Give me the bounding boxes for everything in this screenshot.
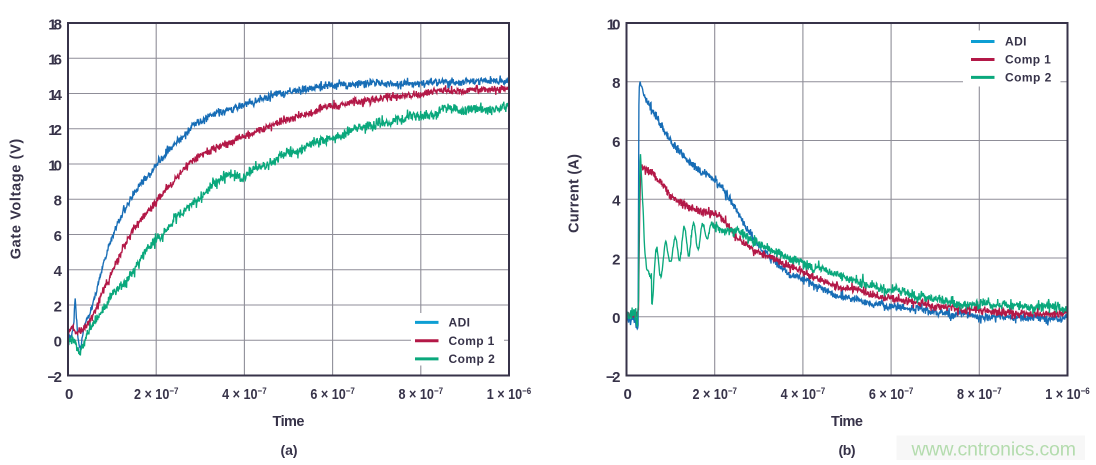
svg-text:8 × 10−7: 8 × 10−7	[399, 386, 443, 403]
svg-text:Gate Voltage (V): Gate Voltage (V)	[9, 139, 25, 260]
svg-text:2 × 10−7: 2 × 10−7	[692, 386, 737, 403]
svg-text:0: 0	[65, 386, 73, 403]
svg-text:1 × 10−6: 1 × 10−6	[1045, 386, 1090, 403]
svg-text:10: 10	[48, 157, 62, 174]
svg-text:(b): (b)	[839, 442, 856, 458]
svg-text:18: 18	[48, 16, 62, 33]
svg-text:4 × 10−7: 4 × 10−7	[781, 386, 826, 403]
svg-text:Comp 2: Comp 2	[1005, 71, 1052, 85]
svg-text:8: 8	[612, 75, 620, 92]
svg-text:0: 0	[624, 386, 632, 403]
svg-text:Time: Time	[273, 414, 305, 430]
svg-text:Time: Time	[831, 414, 863, 430]
svg-text:www.cntronics.com: www.cntronics.com	[911, 439, 1077, 461]
svg-text:Comp 2: Comp 2	[449, 352, 496, 366]
svg-text:4 × 10−7: 4 × 10−7	[222, 386, 267, 403]
svg-text:6: 6	[54, 228, 62, 245]
svg-text:−2: −2	[48, 369, 63, 386]
svg-text:0: 0	[54, 334, 62, 351]
svg-text:4: 4	[54, 263, 63, 280]
svg-text:Comp 1: Comp 1	[1005, 53, 1051, 67]
svg-text:8: 8	[54, 193, 62, 210]
svg-text:6 × 10−7: 6 × 10−7	[310, 386, 355, 403]
svg-text:−2: −2	[606, 369, 621, 386]
svg-text:ADI: ADI	[1005, 35, 1027, 49]
svg-text:1 × 10−6: 1 × 10−6	[487, 386, 532, 403]
svg-text:12: 12	[48, 122, 62, 139]
svg-text:2 × 10−7: 2 × 10−7	[134, 386, 179, 403]
svg-text:4: 4	[612, 193, 621, 210]
svg-text:0: 0	[612, 310, 620, 327]
svg-text:Current (A): Current (A)	[567, 154, 583, 233]
svg-text:16: 16	[48, 52, 62, 69]
svg-text:6 × 10−7: 6 × 10−7	[869, 386, 914, 403]
svg-text:8 × 10−7: 8 × 10−7	[957, 386, 1002, 403]
svg-text:2: 2	[54, 298, 62, 315]
svg-text:14: 14	[48, 87, 62, 104]
svg-text:(a): (a)	[281, 442, 298, 458]
svg-text:ADI: ADI	[449, 316, 471, 330]
svg-text:10: 10	[607, 16, 621, 33]
svg-text:Comp 1: Comp 1	[449, 334, 495, 348]
svg-text:2: 2	[612, 251, 620, 268]
svg-text:6: 6	[612, 134, 620, 151]
